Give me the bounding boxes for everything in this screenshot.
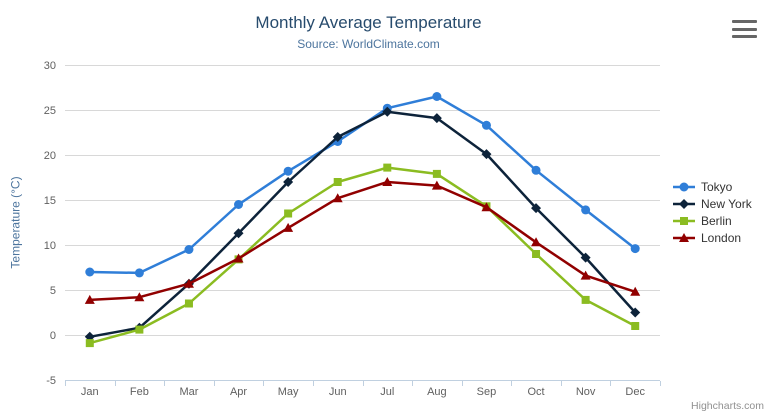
data-point-berlin[interactable] <box>631 322 640 330</box>
series-tokyo <box>85 92 640 278</box>
legend-marker-circle-icon <box>673 182 695 191</box>
y-axis-label: 25 <box>44 105 56 117</box>
x-axis-label: Jul <box>380 386 394 398</box>
legend: Tokyo New York Berlin London <box>672 179 752 245</box>
y-axis-label: 10 <box>44 240 56 252</box>
x-axis-label: Dec <box>625 386 645 398</box>
data-point-berlin[interactable] <box>85 339 94 348</box>
series-line-new-york <box>88 110 637 339</box>
data-point-tokyo[interactable] <box>481 120 491 130</box>
x-axis-label: Nov <box>576 386 596 398</box>
data-point-berlin[interactable] <box>184 299 193 308</box>
data-point-london[interactable] <box>630 286 641 296</box>
legend-item-tokyo[interactable]: Tokyo <box>672 179 752 194</box>
series-new-york <box>84 106 641 342</box>
data-point-london[interactable] <box>580 270 591 280</box>
series-london <box>84 177 641 304</box>
data-point-new-york[interactable] <box>531 203 542 214</box>
data-point-new-york[interactable] <box>332 132 343 142</box>
data-point-london[interactable] <box>134 292 145 302</box>
legend-marker-triangle-icon <box>673 232 695 242</box>
data-point-tokyo[interactable] <box>184 245 194 254</box>
legend-label: Tokyo <box>701 179 733 194</box>
legend-item-new-york[interactable]: New York <box>672 196 752 211</box>
data-point-new-york[interactable] <box>283 177 294 187</box>
legend-marker-diamond-icon <box>673 198 695 209</box>
data-point-tokyo[interactable] <box>630 244 640 254</box>
data-point-new-york[interactable] <box>382 106 393 117</box>
data-point-new-york[interactable] <box>481 149 492 160</box>
legend-label: New York <box>701 196 752 211</box>
x-axis-label: Mar <box>179 386 198 398</box>
data-point-london[interactable] <box>481 202 492 212</box>
data-point-london[interactable] <box>283 222 294 232</box>
legend-label: London <box>701 230 742 245</box>
data-point-london[interactable] <box>332 193 343 203</box>
data-point-new-york[interactable] <box>431 113 442 124</box>
data-point-london[interactable] <box>233 253 244 263</box>
legend-label: Berlin <box>701 213 732 228</box>
chart-subtitle: Source: WorldClimate.com <box>297 37 440 51</box>
series-line-london <box>88 180 637 302</box>
legend-marker-square-icon <box>673 216 695 225</box>
data-point-berlin[interactable] <box>532 250 541 258</box>
x-axis-label: Aug <box>427 386 447 398</box>
data-point-berlin[interactable] <box>383 163 392 172</box>
legend-item-london[interactable]: London <box>672 230 752 245</box>
x-axis-label: Feb <box>130 386 149 398</box>
data-point-berlin[interactable] <box>581 295 590 304</box>
y-axis-label: 20 <box>44 150 56 162</box>
x-axis-label: Oct <box>527 386 544 398</box>
y-axis-label: 15 <box>44 195 56 207</box>
data-point-tokyo[interactable] <box>531 165 541 175</box>
y-axis-title: Temperature (°C) <box>8 176 23 269</box>
x-axis-label: Jun <box>329 386 347 398</box>
data-point-new-york[interactable] <box>233 228 244 239</box>
data-point-berlin[interactable] <box>333 178 342 186</box>
chart-title: Monthly Average Temperature <box>255 13 482 32</box>
credits-link[interactable]: Highcharts.com <box>691 400 764 412</box>
data-point-tokyo[interactable] <box>85 267 95 277</box>
data-point-berlin[interactable] <box>432 169 441 178</box>
y-axis-label: 0 <box>50 330 56 342</box>
x-axis-label: Sep <box>477 386 497 398</box>
data-point-london[interactable] <box>84 294 95 304</box>
series-line-tokyo <box>88 95 637 275</box>
data-point-berlin[interactable] <box>135 325 144 334</box>
data-point-berlin[interactable] <box>284 209 293 218</box>
data-point-tokyo[interactable] <box>234 200 244 209</box>
data-point-tokyo[interactable] <box>134 268 144 278</box>
y-axis-label: 5 <box>50 285 56 297</box>
data-point-london[interactable] <box>382 177 393 186</box>
hamburger-icon[interactable] <box>732 19 757 39</box>
data-point-tokyo[interactable] <box>581 205 591 215</box>
x-axis-label: May <box>278 386 299 398</box>
y-axis-label: -5 <box>46 375 56 387</box>
data-point-london[interactable] <box>183 278 194 288</box>
data-point-tokyo[interactable] <box>283 166 293 176</box>
y-axis-label: 30 <box>44 60 56 72</box>
x-axis-label: Apr <box>230 386 247 398</box>
data-point-new-york[interactable] <box>630 307 641 318</box>
data-point-london[interactable] <box>531 237 542 247</box>
data-point-new-york[interactable] <box>580 252 591 263</box>
data-point-tokyo[interactable] <box>432 92 442 101</box>
legend-item-berlin[interactable]: Berlin <box>672 213 752 228</box>
data-point-london[interactable] <box>431 180 442 190</box>
series-line-berlin <box>88 166 637 345</box>
x-axis-label: Jan <box>81 386 99 398</box>
